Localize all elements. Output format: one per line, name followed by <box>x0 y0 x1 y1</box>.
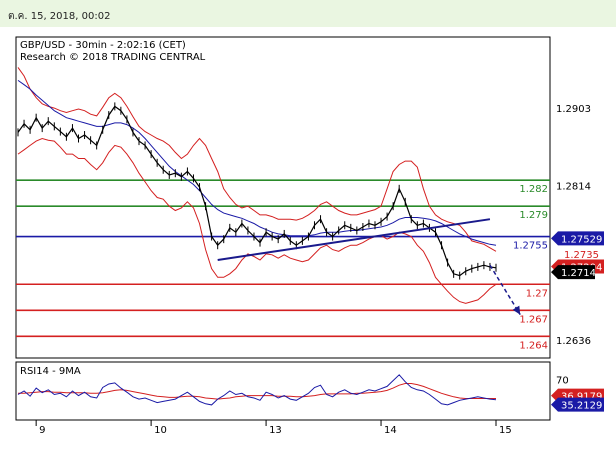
forecast-arrow-head <box>512 305 521 315</box>
top-bar: ต.ค. 15, 2018, 00:02 <box>0 0 616 27</box>
forecast-arrow-line <box>489 264 521 316</box>
price-box-bg-2 <box>551 265 595 280</box>
rsi-box-bg-1 <box>551 397 604 412</box>
main-series-line-3 <box>17 137 497 304</box>
main-panel <box>15 36 551 359</box>
rsi-box-label-1: 35.2129 <box>561 401 602 412</box>
level-label-3: 1.27 <box>526 288 548 299</box>
main-series-line-2 <box>17 67 497 252</box>
x-tick-label-3: 14 <box>384 425 397 436</box>
trendline <box>217 218 491 261</box>
x-tick-label-1: 10 <box>154 425 167 436</box>
rsi-panel <box>15 361 551 421</box>
main-chart-title: GBP/USD - 30min - 2:02:16 (CET) <box>20 40 186 51</box>
rsi-box-1: 35.2129 <box>551 397 604 412</box>
y-tick-label-1: 1.2814 <box>556 181 591 192</box>
price-box-label-0: 1.27529 <box>561 234 602 245</box>
y-tick-label-0: 1.2903 <box>556 104 591 115</box>
rsi-box-label-0: 36.9179 <box>561 392 602 403</box>
y-tick-label-2: 1.2636 <box>556 336 591 347</box>
level-label-0: 1.282 <box>519 184 548 195</box>
main-series-line-0 <box>17 105 497 277</box>
x-tick-label-2: 13 <box>269 425 282 436</box>
level-label-1: 1.279 <box>519 210 548 221</box>
rsi-y-tick-label-0: 70 <box>556 375 569 386</box>
price-box-2: 1.2714 <box>551 265 596 280</box>
main-series-line-1 <box>17 79 497 246</box>
main-chart-subtitle: Research © 2018 TRADING CENTRAL <box>20 52 206 63</box>
x-tick-label-0: 9 <box>39 425 45 436</box>
rsi-chart-title: RSI14 - 9MA <box>20 366 81 377</box>
level-label-5: 1.264 <box>519 340 548 351</box>
rsi-series-line-1 <box>17 374 497 406</box>
partial-price-label: 1.2735 <box>564 250 599 261</box>
price-box-bg-0 <box>551 231 604 246</box>
timestamp: ต.ค. 15, 2018, 00:02 <box>8 11 111 22</box>
level-label-2: 1.2755 <box>513 241 548 252</box>
rsi-series-line-0 <box>18 383 496 400</box>
price-box-label-2: 1.2714 <box>561 268 596 279</box>
price-box-0: 1.27529 <box>551 231 604 246</box>
level-label-4: 1.267 <box>519 314 548 325</box>
x-tick-label-4: 15 <box>499 425 512 436</box>
